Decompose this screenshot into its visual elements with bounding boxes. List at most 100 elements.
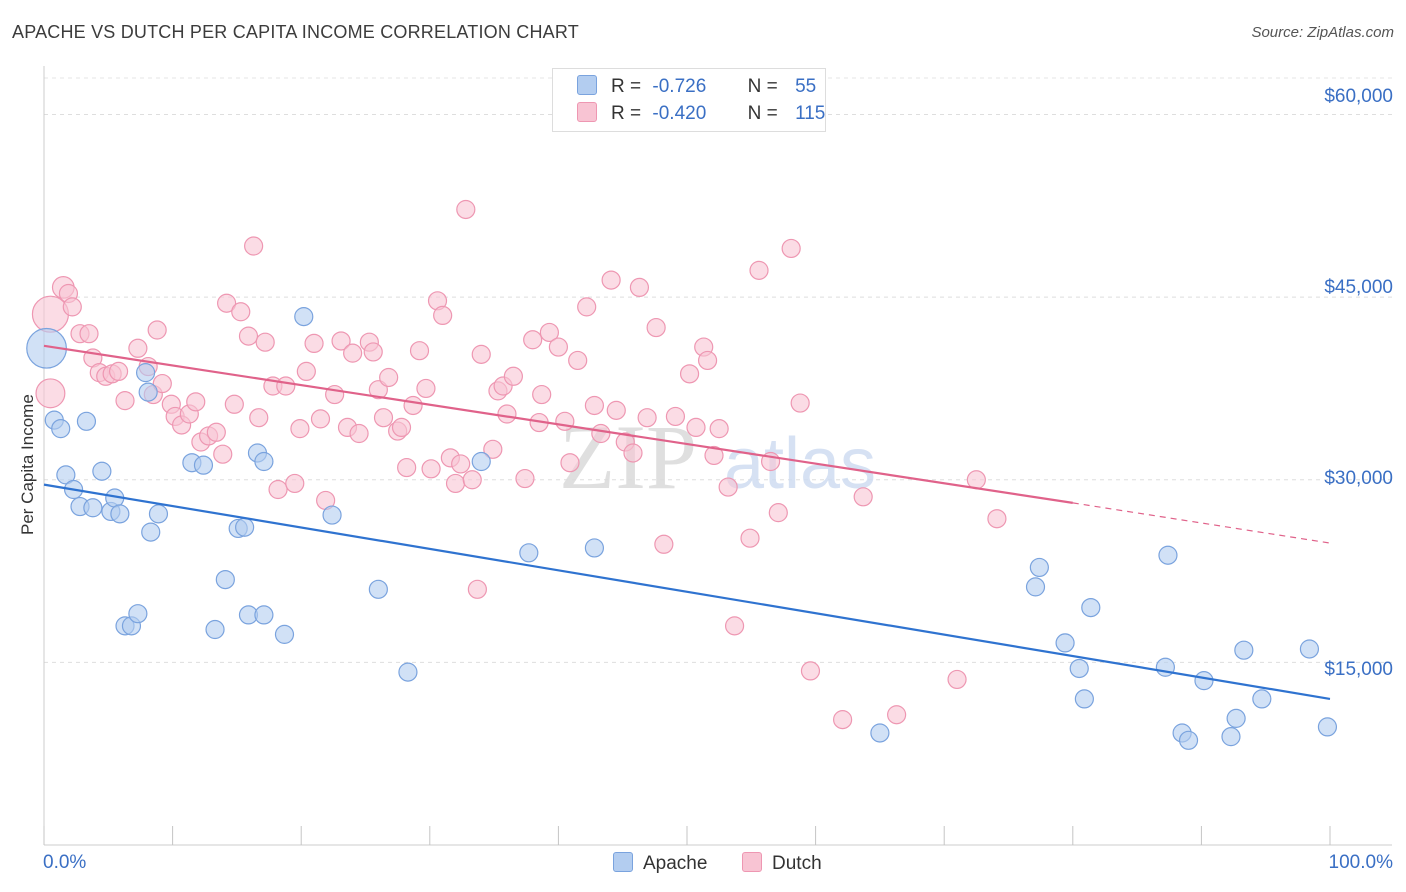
apache-point: [1025, 577, 1046, 597]
apache-point: [1299, 639, 1320, 659]
bottom-legend-dutch: Dutch: [742, 852, 822, 875]
chart-source: Source: ZipAtlas.com: [1251, 24, 1394, 41]
y-axis-label: Per Capita Income: [18, 394, 37, 535]
dutch-point: [471, 344, 491, 364]
apache-point: [1081, 597, 1101, 618]
dutch-point: [483, 439, 503, 459]
dutch-point: [584, 395, 605, 416]
dutch-point: [268, 479, 288, 500]
apache-point: [294, 307, 314, 327]
apache-point: [135, 363, 156, 383]
dutch-point: [397, 457, 417, 478]
y-tick-label: $30,000: [1324, 468, 1393, 489]
dutch-point: [255, 332, 275, 352]
apache-point: [471, 451, 491, 472]
dutch-point: [515, 468, 535, 489]
n-label: N =: [747, 103, 778, 124]
dutch-point: [560, 453, 580, 473]
dutch-point: [433, 305, 453, 326]
dutch-point: [497, 404, 517, 424]
apache-point: [128, 604, 148, 624]
apache-point: [1317, 717, 1338, 737]
dutch-point: [31, 295, 70, 333]
x-tick-label-min: 0.0%: [43, 852, 87, 873]
dutch-point: [363, 342, 383, 362]
dutch-point: [606, 400, 626, 420]
apache-point: [1194, 671, 1214, 691]
apache-point: [1158, 545, 1178, 565]
dutch-point: [555, 411, 575, 431]
r-label: R =: [611, 76, 642, 97]
dutch-point: [206, 422, 226, 442]
dutch-point: [79, 324, 99, 344]
apache-point: [141, 522, 161, 542]
legend-row-apache: R = -0.726 N = 55: [577, 75, 816, 98]
apache-point: [519, 543, 539, 563]
dutch-point: [115, 391, 135, 411]
dutch-point: [704, 445, 724, 466]
trendlines: [43, 344, 1331, 700]
dutch-point: [249, 408, 269, 428]
y-tick-label: $15,000: [1324, 659, 1393, 680]
apache-trendline: [43, 483, 1331, 700]
dutch-point: [331, 331, 351, 351]
dutch-point: [421, 459, 441, 479]
apache-point: [398, 662, 418, 682]
dutch-point: [244, 236, 264, 256]
n-label: N =: [747, 76, 778, 97]
dutch-point: [800, 661, 821, 681]
dutch-point: [833, 710, 853, 730]
dutch-point: [231, 302, 251, 322]
apache-point: [83, 498, 103, 518]
apache-point: [1029, 557, 1049, 578]
dutch-point: [654, 534, 674, 554]
dutch-point: [966, 470, 986, 490]
dutch-point: [349, 423, 369, 444]
apache-legend-swatch: [613, 852, 633, 872]
dutch-point: [409, 341, 430, 361]
r-label: R =: [611, 103, 642, 124]
apache-point: [1069, 658, 1089, 679]
dutch-point: [532, 384, 552, 405]
dutch-point: [379, 367, 399, 388]
dutch-point: [523, 330, 543, 350]
dutch-swatch: [577, 102, 597, 122]
dutch-point: [887, 705, 907, 725]
dutch-trendline: [43, 344, 1073, 504]
apache-point: [870, 723, 890, 743]
dutch-point: [637, 408, 657, 428]
dutch-point: [686, 417, 706, 438]
dutch-point: [790, 393, 810, 413]
dutch-point: [749, 260, 769, 280]
apache-series: [26, 307, 1338, 750]
x-tick-label-max: 100.0%: [1328, 852, 1393, 873]
apache-point: [76, 411, 97, 431]
y-tick-label: $45,000: [1324, 277, 1393, 298]
dutch-point: [152, 373, 172, 394]
apache-point: [205, 619, 225, 640]
apache-point: [215, 569, 235, 590]
dutch-point: [646, 317, 666, 338]
dutch-point: [373, 408, 394, 428]
watermark-atlas: atlas: [724, 424, 876, 504]
dutch-legend-swatch: [742, 852, 762, 872]
dutch-point: [709, 419, 729, 439]
apache-point: [322, 505, 342, 525]
dutch-point: [665, 406, 686, 427]
apache-point: [92, 461, 112, 481]
apache-point: [274, 624, 295, 644]
dutch-point: [108, 361, 129, 382]
dutch-point: [147, 320, 167, 340]
gridlines: [44, 77, 1392, 663]
apache-point: [368, 579, 388, 599]
apache-point: [584, 538, 605, 558]
apache-point: [1221, 727, 1241, 747]
dutch-series: [31, 199, 1007, 730]
dutch-n-value: 115: [795, 103, 826, 124]
dutch-trendline-extension: [1072, 502, 1331, 544]
dutch-point: [217, 293, 237, 313]
apache-swatch: [577, 75, 597, 95]
dutch-point: [128, 338, 148, 358]
dutch-point: [445, 473, 466, 494]
